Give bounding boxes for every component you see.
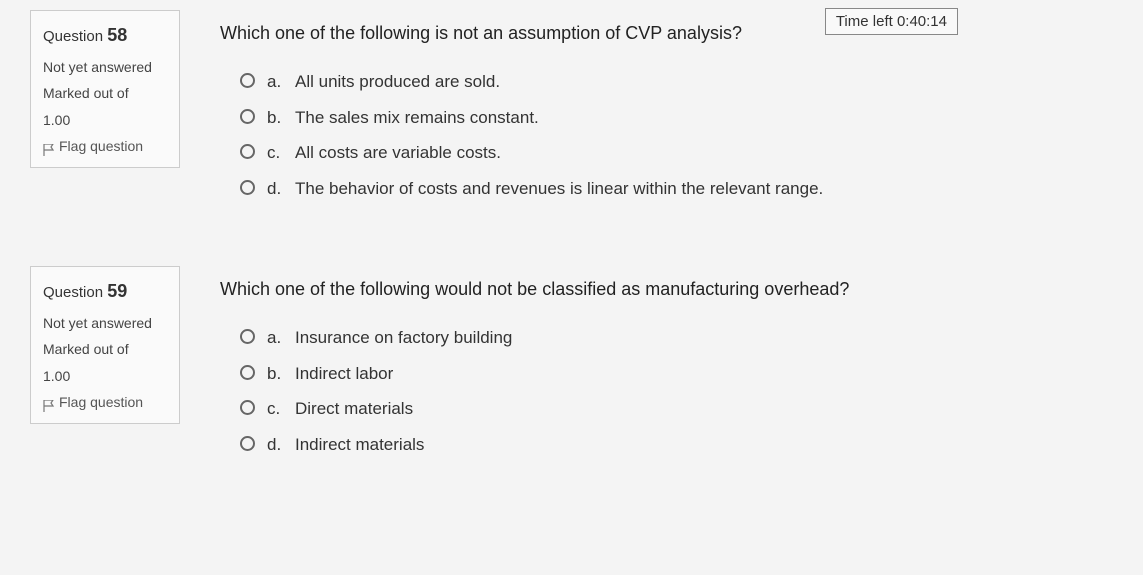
question-prompt: Which one of the following is not an ass… — [220, 20, 1093, 47]
question-number: 59 — [107, 281, 127, 301]
flag-label: Flag question — [59, 391, 143, 413]
question-info-panel: Question 59 Not yet answered Marked out … — [30, 266, 180, 424]
radio-icon[interactable] — [240, 144, 255, 159]
option-row[interactable]: d. The behavior of costs and revenues is… — [240, 176, 1093, 202]
options-list: a. All units produced are sold. b. The s… — [220, 69, 1093, 201]
marked-out-of-label: Marked out of — [43, 338, 167, 360]
option-letter: a. — [267, 69, 285, 95]
flag-icon — [43, 396, 55, 408]
option-row[interactable]: d. Indirect materials — [240, 432, 1093, 458]
question-header: Question 58 — [43, 21, 167, 50]
option-row[interactable]: a. All units produced are sold. — [240, 69, 1093, 95]
option-text: All units produced are sold. — [295, 69, 835, 95]
radio-icon[interactable] — [240, 180, 255, 195]
flag-question-link[interactable]: Flag question — [43, 135, 167, 157]
option-letter: d. — [267, 432, 285, 458]
question-status: Not yet answered — [43, 312, 167, 334]
option-row[interactable]: a. Insurance on factory building — [240, 325, 1093, 351]
radio-icon[interactable] — [240, 400, 255, 415]
flag-icon — [43, 140, 55, 152]
timer-text: Time left 0:40:14 — [836, 13, 947, 30]
flag-label: Flag question — [59, 135, 143, 157]
question-content: Which one of the following is not an ass… — [180, 10, 1113, 211]
timer-box: Time left 0:40:14 — [825, 8, 958, 35]
radio-icon[interactable] — [240, 73, 255, 88]
option-letter: c. — [267, 396, 285, 422]
marked-out-of-value: 1.00 — [43, 109, 167, 131]
question-number: 58 — [107, 25, 127, 45]
options-list: a. Insurance on factory building b. Indi… — [220, 325, 1093, 457]
radio-icon[interactable] — [240, 365, 255, 380]
option-letter: c. — [267, 140, 285, 166]
question-block: Question 59 Not yet answered Marked out … — [30, 266, 1113, 467]
question-label: Question — [43, 284, 103, 301]
option-letter: b. — [267, 105, 285, 131]
option-text: All costs are variable costs. — [295, 140, 835, 166]
option-text: Indirect materials — [295, 432, 835, 458]
question-header: Question 59 — [43, 277, 167, 306]
radio-icon[interactable] — [240, 436, 255, 451]
option-letter: d. — [267, 176, 285, 202]
option-row[interactable]: b. The sales mix remains constant. — [240, 105, 1093, 131]
option-row[interactable]: c. All costs are variable costs. — [240, 140, 1093, 166]
option-row[interactable]: b. Indirect labor — [240, 361, 1093, 387]
marked-out-of-label: Marked out of — [43, 82, 167, 104]
question-content: Which one of the following would not be … — [180, 266, 1113, 467]
flag-question-link[interactable]: Flag question — [43, 391, 167, 413]
question-status: Not yet answered — [43, 56, 167, 78]
option-text: The sales mix remains constant. — [295, 105, 835, 131]
option-text: Insurance on factory building — [295, 325, 835, 351]
option-letter: a. — [267, 325, 285, 351]
radio-icon[interactable] — [240, 109, 255, 124]
question-info-panel: Question 58 Not yet answered Marked out … — [30, 10, 180, 168]
question-block: Question 58 Not yet answered Marked out … — [30, 10, 1113, 211]
option-row[interactable]: c. Direct materials — [240, 396, 1093, 422]
option-text: Indirect labor — [295, 361, 835, 387]
radio-icon[interactable] — [240, 329, 255, 344]
question-prompt: Which one of the following would not be … — [220, 276, 1093, 303]
option-letter: b. — [267, 361, 285, 387]
marked-out-of-value: 1.00 — [43, 365, 167, 387]
option-text: The behavior of costs and revenues is li… — [295, 176, 835, 202]
option-text: Direct materials — [295, 396, 835, 422]
question-label: Question — [43, 28, 103, 45]
